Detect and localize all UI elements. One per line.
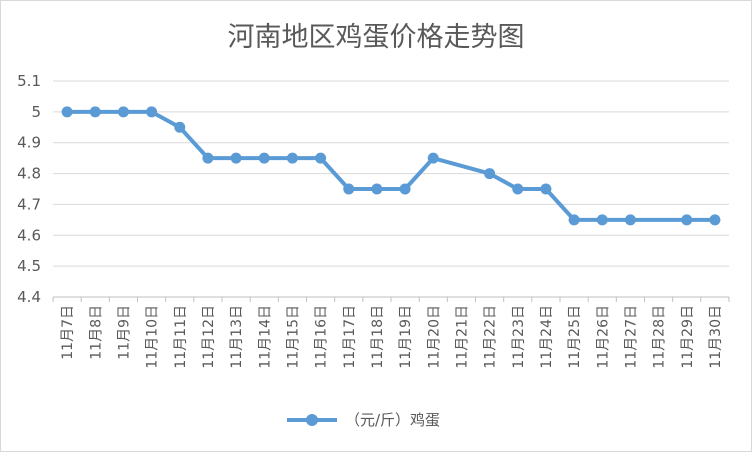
y-tick-label: 4.4 bbox=[17, 288, 41, 306]
x-tick-label: 11月18日 bbox=[370, 305, 386, 369]
chart-title: 河南地区鸡蛋价格走势图 bbox=[228, 22, 525, 53]
data-point bbox=[61, 106, 73, 118]
data-point bbox=[286, 152, 298, 164]
x-tick-label: 11月10日 bbox=[145, 305, 161, 369]
series-layer bbox=[61, 106, 721, 226]
x-tick-label: 11月9日 bbox=[116, 305, 132, 360]
gridlines bbox=[52, 80, 730, 302]
data-point bbox=[146, 106, 158, 118]
x-tick-label: 11月8日 bbox=[88, 305, 104, 360]
data-point bbox=[596, 214, 608, 226]
data-point bbox=[258, 152, 270, 164]
x-tick-label: 11月25日 bbox=[567, 305, 583, 369]
x-tick-label: 11月20日 bbox=[426, 305, 442, 369]
x-tick-label: 11月11日 bbox=[173, 305, 189, 369]
data-point bbox=[681, 214, 693, 226]
data-point bbox=[343, 183, 355, 195]
legend: （元/斤）鸡蛋 bbox=[287, 411, 440, 429]
data-point bbox=[174, 121, 186, 133]
x-tick-label: 11月26日 bbox=[595, 305, 611, 369]
x-tick-label: 11月19日 bbox=[398, 305, 414, 369]
x-tick-label: 11月21日 bbox=[454, 305, 470, 369]
x-tick-label: 11月7日 bbox=[60, 305, 76, 360]
legend-label: （元/斤）鸡蛋 bbox=[345, 411, 440, 429]
data-point bbox=[117, 106, 129, 118]
data-point bbox=[540, 183, 552, 195]
x-tick-label: 11月28日 bbox=[652, 305, 668, 369]
data-point bbox=[484, 168, 496, 180]
x-tick-label: 11月12日 bbox=[201, 305, 217, 369]
data-point bbox=[202, 152, 214, 164]
series-line bbox=[65, 109, 717, 222]
x-tick-label: 11月13日 bbox=[229, 305, 245, 369]
legend-marker-icon bbox=[306, 414, 318, 426]
y-tick-label: 4.9 bbox=[17, 134, 41, 152]
x-tick-label: 11月17日 bbox=[342, 305, 358, 369]
data-point bbox=[315, 152, 327, 164]
x-tick-label: 11月15日 bbox=[285, 305, 301, 369]
data-point bbox=[230, 152, 242, 164]
y-tick-label: 4.8 bbox=[17, 165, 41, 183]
x-tick-label: 11月24日 bbox=[539, 305, 555, 369]
x-tick-label: 11月14日 bbox=[257, 305, 273, 369]
x-tick-label: 11月29日 bbox=[680, 305, 696, 369]
x-tick-label: 11月27日 bbox=[623, 305, 639, 369]
y-tick-label: 5.1 bbox=[17, 72, 41, 90]
x-tick-label: 11月30日 bbox=[708, 305, 724, 369]
data-point bbox=[371, 183, 383, 195]
y-tick-label: 4.7 bbox=[17, 195, 41, 213]
data-point bbox=[709, 214, 721, 226]
y-tick-label: 4.5 bbox=[17, 257, 41, 275]
x-axis-ticks: 11月7日 11月8日 11月9日 11月10日 11月11日 11月12日 11月13日 1… bbox=[60, 305, 724, 369]
x-tick-label: 11月16日 bbox=[314, 305, 330, 369]
data-point bbox=[399, 183, 411, 195]
data-point bbox=[89, 106, 101, 118]
data-point bbox=[427, 152, 439, 164]
data-point bbox=[512, 183, 524, 195]
y-tick-label: 5 bbox=[31, 103, 41, 121]
x-tick-label: 11月23日 bbox=[511, 305, 527, 369]
data-point bbox=[624, 214, 636, 226]
x-tick-label: 11月22日 bbox=[483, 305, 499, 369]
y-axis-ticks: 4.4 4.5 4.6 4.7 4.8 4.9 5 5.1 bbox=[17, 72, 41, 306]
data-point bbox=[568, 214, 580, 226]
y-tick-label: 4.6 bbox=[17, 226, 41, 244]
